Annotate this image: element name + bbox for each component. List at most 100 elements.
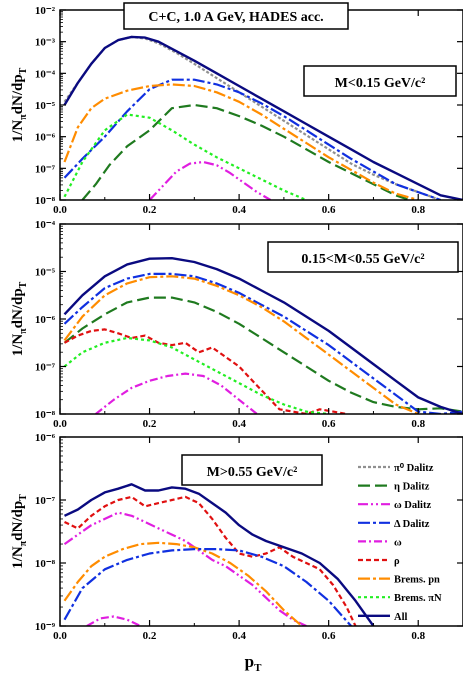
legend-label: All [394, 612, 408, 623]
series-omega [86, 615, 142, 626]
panel-label-1: M<0.15 GeV/c² [303, 65, 457, 97]
x-axis-label-sub: T [254, 662, 262, 674]
y-tick-label: 10⁻⁸ [35, 195, 56, 207]
panel-3: 0.0 0.2 0.4 0.6 0.8 10⁻⁹ 10⁻⁸ 10⁻⁷ 10⁻⁶ 1/NπdN/dp… [10, 432, 463, 642]
y-axis-label: 1/NπdN/dpT [10, 494, 29, 569]
series-brems-pn [63, 275, 419, 414]
panel-1: 0.0 0.2 0.4 0.6 0.8 10⁻⁸ 10⁻⁷ 10⁻⁶ 10⁻⁵ 10⁻⁴ 10⁻³ 1… [10, 5, 463, 216]
series-delta-dalitz [63, 272, 463, 414]
series-delta-dalitz [63, 547, 352, 626]
y-axis-label-part: dN/dp [10, 288, 26, 328]
panels: 0.0 0.2 0.4 0.6 0.8 10⁻⁸ 10⁻⁷ 10⁻⁶ 10⁻⁵ 10⁻⁴ 10⁻³ 1… [10, 5, 463, 642]
series-group [63, 257, 463, 414]
series-brems-pn [63, 541, 303, 626]
legend-label: Brems. pn [394, 575, 440, 586]
panel-label-text-2: 0.15<M<0.55 GeV/c² [301, 252, 424, 267]
legend-item-pi0-dalitz: π⁰ Dalitz [358, 462, 434, 474]
series-all [63, 257, 463, 414]
legend-label: π⁰ Dalitz [394, 462, 434, 474]
y-axis-label-part: 1/N [10, 546, 26, 569]
series-eta-dalitz [63, 296, 463, 413]
legend-label: ω [394, 537, 402, 548]
legend-item-brems-pn: Brems. pn [358, 575, 440, 586]
series-all [63, 35, 463, 200]
panel-label-text-3: M>0.55 GeV/c² [207, 465, 298, 480]
y-axis-label-part: T [18, 281, 29, 288]
series-omega [95, 372, 258, 414]
legend-item-brems-piN: Brems. πN [358, 593, 442, 604]
x-tick-label: 0.0 [53, 204, 67, 216]
y-axis-label-part: dN/dp [10, 501, 26, 541]
series-all [63, 483, 375, 626]
series-brems-piN [63, 336, 329, 414]
y-axis-label-part: 1/N [10, 334, 26, 357]
y-tick-label: 10⁻⁴ [35, 219, 56, 231]
panel-label-2: 0.15<M<0.55 GeV/c² [267, 241, 459, 273]
y-tick-label: 10⁻⁷ [35, 362, 56, 374]
y-axis-label-part: 1/N [10, 120, 26, 143]
legend-label: Δ Dalitz [394, 519, 430, 530]
y-axis-label-part: π [18, 540, 29, 546]
plot-frame [59, 436, 463, 627]
x-tick-label: 0.2 [143, 204, 157, 216]
y-tick-label: 10⁻⁷ [35, 163, 56, 175]
x-tick-label: 0.6 [322, 418, 336, 430]
y-axis-label: 1/NπdN/dpT [10, 67, 29, 142]
panel-2: 0.0 0.2 0.4 0.6 0.8 10⁻⁸ 10⁻⁷ 10⁻⁶ 10⁻⁵ 10⁻⁴ 1/Nπd… [10, 219, 463, 430]
panel-label-3: M>0.55 GeV/c² [181, 454, 323, 486]
y-tick-label: 10⁻⁵ [35, 267, 56, 279]
legend-item-delta-dalitz: Δ Dalitz [358, 519, 430, 530]
x-tick-label: 0.8 [411, 630, 425, 642]
series-brems-piN [63, 113, 307, 200]
x-tick-label: 0.8 [411, 418, 425, 430]
series-brems-pn [63, 83, 419, 200]
x-axis-label: pT [245, 652, 262, 674]
series-eta-dalitz [81, 103, 410, 200]
y-axis-label-part: dN/dp [10, 74, 26, 114]
title-box: C+C, 1.0 A GeV, HADES acc. [123, 2, 349, 30]
x-tick-label: 0.0 [53, 630, 67, 642]
x-tick-label: 0.2 [143, 630, 157, 642]
y-tick-label: 10⁻⁶ [35, 432, 56, 444]
series-delta-dalitz [63, 78, 441, 200]
series-group [63, 483, 375, 626]
legend: π⁰ Dalitz η Dalitz ω Dalitz Δ Dalitz ωρ Brems… [358, 462, 442, 623]
y-tick-label: 10⁻⁸ [35, 558, 56, 570]
series-group [63, 35, 463, 200]
y-tick-label: 10⁻⁸ [35, 409, 56, 421]
legend-item-eta-dalitz: η Dalitz [358, 482, 430, 493]
y-axis-label-part: T [18, 494, 29, 501]
x-axis-label-main: p [245, 652, 254, 671]
series-rho [63, 328, 347, 414]
y-tick-label: 10⁻⁶ [35, 314, 56, 326]
legend-item-omega: ω [358, 537, 402, 548]
series-omega-dalitz [63, 511, 307, 626]
legend-item-omega-dalitz: ω Dalitz [358, 500, 431, 511]
legend-label: ω Dalitz [394, 500, 431, 511]
x-tick-label: 0.4 [232, 204, 246, 216]
legend-label: ρ [394, 556, 400, 567]
series-rho [64, 495, 357, 626]
chart-title: C+C, 1.0 A GeV, HADES acc. [148, 10, 323, 25]
y-tick-label: 10⁻³ [35, 37, 56, 49]
legend-item-all: All [358, 612, 408, 623]
panel-label-text-1: M<0.15 GeV/c² [335, 76, 426, 91]
y-axis-label: 1/NπdN/dpT [10, 281, 29, 356]
x-tick-label: 0.2 [143, 418, 157, 430]
legend-label: η Dalitz [394, 482, 430, 493]
x-tick-label: 0.4 [232, 630, 246, 642]
y-tick-label: 10⁻⁴ [35, 68, 56, 80]
y-tick-label: 10⁻⁵ [35, 100, 56, 112]
legend-item-rho: ρ [358, 556, 400, 567]
y-axis-label-part: T [18, 67, 29, 74]
x-tick-label: 0.8 [411, 204, 425, 216]
x-tick-label: 0.0 [53, 418, 67, 430]
y-tick-label: 10⁻⁹ [35, 621, 56, 633]
y-tick-label: 10⁻⁶ [35, 132, 56, 144]
x-tick-label: 0.4 [232, 418, 246, 430]
y-tick-label: 10⁻⁷ [35, 495, 56, 507]
x-tick-label: 0.6 [322, 630, 336, 642]
y-tick-label: 10⁻² [35, 5, 56, 17]
legend-label: Brems. πN [394, 593, 442, 604]
